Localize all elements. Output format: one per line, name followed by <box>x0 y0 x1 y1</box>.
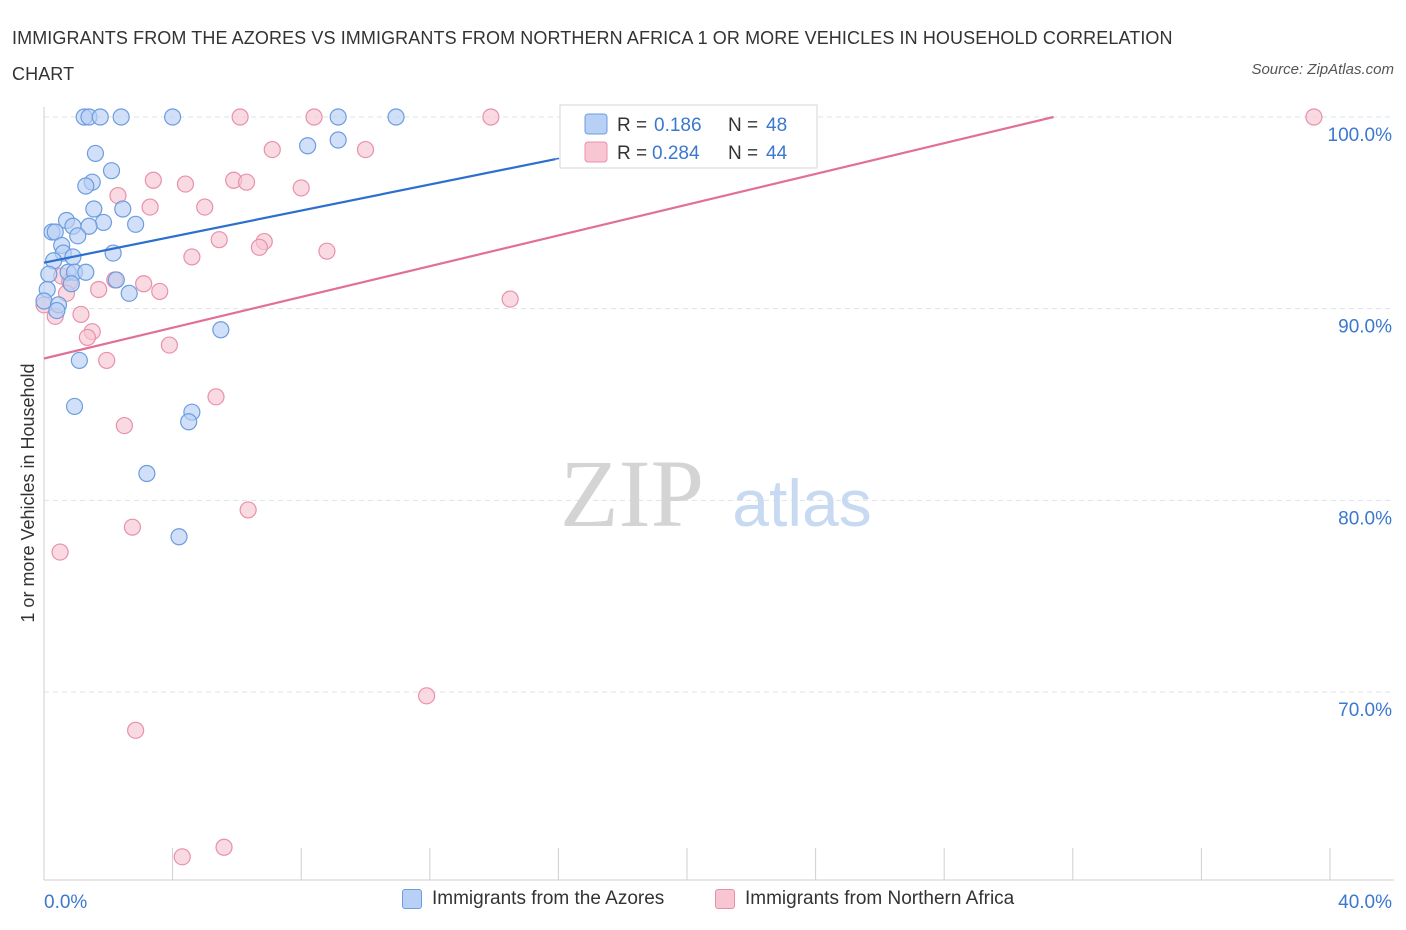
point-northern-africa-5 <box>263 140 281 159</box>
point-azores-4 <box>164 108 182 126</box>
point-azores-9 <box>86 144 105 163</box>
point-northern-africa-2 <box>482 108 500 126</box>
point-northern-africa-32 <box>78 328 97 347</box>
point-northern-africa-13 <box>141 198 159 216</box>
point-northern-africa-27 <box>501 290 519 308</box>
point-azores-43 <box>180 413 198 431</box>
y-tick-label-70: 70.0% <box>1338 700 1392 721</box>
point-northern-africa-35 <box>207 388 225 406</box>
stats-legend-blue-n-value: 48 <box>766 115 787 136</box>
point-northern-africa-37 <box>239 501 257 519</box>
stats-legend-pink-n-value: 44 <box>766 143 788 164</box>
point-northern-africa-19 <box>183 248 201 266</box>
watermark: ZIP atlas <box>560 440 872 547</box>
point-northern-africa-4 <box>1305 108 1323 126</box>
stats-legend-pink-r-label: R = <box>617 143 647 164</box>
point-azores-30 <box>77 263 95 281</box>
legend-swatch-northern-africa <box>715 889 735 909</box>
trend-line-northern-africa <box>43 115 1054 360</box>
trend-lines <box>43 115 1054 360</box>
chart-title: IMMIGRANTS FROM THE AZORES VS IMMIGRANTS… <box>12 28 1173 84</box>
point-azores-22 <box>69 227 87 245</box>
source-label: Source: ZipAtlas.com <box>1251 61 1394 78</box>
legend-label-northern-africa: Immigrants from Northern Africa <box>745 888 1015 909</box>
stats-legend-pink-r-value: 0.284 <box>652 143 700 164</box>
y-tick-label-100: 100.0% <box>1328 125 1393 146</box>
point-azores-44 <box>138 464 156 483</box>
watermark-atlas: atlas <box>732 466 871 540</box>
point-northern-africa-7 <box>292 179 310 197</box>
point-azores-35 <box>120 284 138 302</box>
stats-legend-blue-n-label: N = <box>728 115 758 136</box>
stats-legend-pink-n-label: N = <box>728 143 758 164</box>
point-azores-40 <box>70 351 88 370</box>
legend-swatch-azores <box>402 889 422 909</box>
point-northern-africa-1 <box>305 108 323 126</box>
point-azores-17 <box>127 215 145 233</box>
point-azores-8 <box>329 131 347 149</box>
point-northern-africa-42 <box>173 848 191 866</box>
stats-legend-blue-r-value: 0.186 <box>654 115 702 136</box>
point-northern-africa-39 <box>51 543 69 561</box>
y-tick-label-90: 90.0% <box>1338 317 1392 338</box>
legend-item-northern-africa: Immigrants from Northern Africa <box>715 888 1014 910</box>
point-northern-africa-21 <box>135 275 153 293</box>
y-axis-label: 1 or more Vehicles in Household <box>18 363 38 622</box>
point-northern-africa-33 <box>160 336 178 354</box>
point-azores-12 <box>77 177 95 195</box>
legend-item-azores: Immigrants from the Azores <box>402 888 664 910</box>
grid-lines <box>44 116 1394 693</box>
point-northern-africa-11 <box>176 175 195 193</box>
point-azores-3 <box>112 108 130 126</box>
point-azores-2 <box>91 108 109 126</box>
stats-legend-pink-swatch <box>584 141 608 163</box>
y-tick-label-80: 80.0% <box>1338 508 1392 529</box>
point-azores-10 <box>102 162 121 180</box>
point-northern-africa-18 <box>318 242 336 260</box>
point-northern-africa-38 <box>123 518 142 536</box>
point-northern-africa-43 <box>215 838 233 856</box>
point-northern-africa-41 <box>127 721 145 739</box>
point-northern-africa-34 <box>98 351 116 370</box>
point-azores-32 <box>107 271 125 289</box>
point-northern-africa-40 <box>417 687 436 705</box>
point-northern-africa-6 <box>356 140 375 159</box>
point-northern-africa-0 <box>231 108 249 126</box>
point-azores-13 <box>114 200 132 218</box>
point-azores-41 <box>65 397 84 416</box>
point-northern-africa-10 <box>144 171 162 189</box>
point-northern-africa-9 <box>237 173 256 191</box>
stats-legend-blue-r-label: R = <box>617 115 647 136</box>
point-northern-africa-24 <box>151 282 169 301</box>
point-azores-14 <box>85 200 103 218</box>
y-tick-labels: 70.0% 80.0% 90.0% 100.0% <box>1328 125 1393 721</box>
point-northern-africa-14 <box>196 198 214 216</box>
point-northern-africa-36 <box>115 416 133 435</box>
axes <box>43 107 1394 881</box>
point-azores-39 <box>212 321 230 339</box>
watermark-zip: ZIP <box>560 440 704 547</box>
x-tick-label-min: 0.0% <box>44 892 87 913</box>
point-northern-africa-30 <box>72 305 90 324</box>
stats-legend-blue-swatch <box>584 113 608 135</box>
point-azores-33 <box>62 275 80 293</box>
legend-label-azores: Immigrants from the Azores <box>432 888 665 909</box>
bottom-legend: Immigrants from the Azores Immigrants fr… <box>0 888 1406 916</box>
point-azores-16 <box>94 213 113 232</box>
point-northern-africa-17 <box>250 238 269 256</box>
point-northern-africa-15 <box>210 231 228 249</box>
point-northern-africa-25 <box>90 280 108 299</box>
point-azores-38 <box>48 301 66 320</box>
point-azores-5 <box>329 108 347 126</box>
point-azores-6 <box>387 108 405 126</box>
blue-series-points <box>35 108 405 546</box>
point-azores-7 <box>299 137 317 155</box>
point-azores-45 <box>170 528 188 546</box>
x-tick-label-max: 40.0% <box>1338 892 1392 913</box>
trend-line-azores <box>43 158 556 264</box>
stats-legend: R = 0.186 N = 48 R = 0.284 N = 44 <box>559 104 818 169</box>
point-azores-31 <box>40 265 58 283</box>
point-azores-19 <box>80 217 98 235</box>
